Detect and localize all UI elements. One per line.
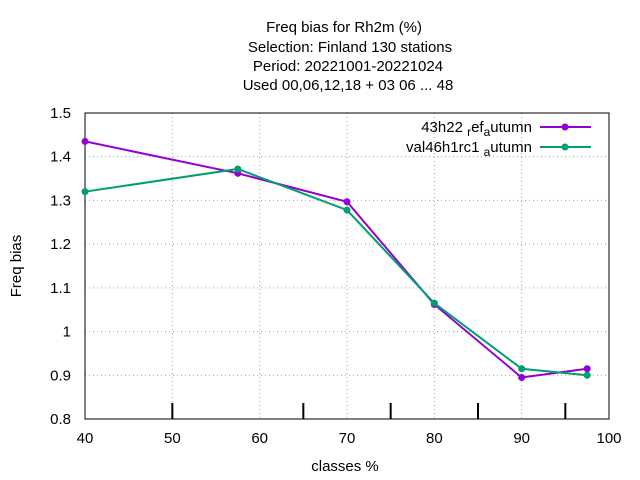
x-tick-label: 60: [251, 430, 268, 447]
x-axis-label: classes %: [311, 458, 379, 475]
x-major-ticks: [171, 403, 567, 419]
y-axis-label: Freq bias: [8, 235, 25, 298]
legend-marker-1: [561, 123, 569, 131]
x-tick-labels: 40 50 60 70 80 90 100: [77, 430, 622, 447]
series-2: [81, 165, 591, 379]
legend-marker-2: [561, 143, 569, 151]
series-layer: [81, 137, 591, 381]
series-line: [84, 140, 588, 379]
series-line: [84, 167, 588, 377]
title-line-2: Selection: Finland 130 stations: [248, 39, 452, 56]
title-line-4: Used 00,06,12,18 + 03 06 ... 48: [243, 77, 454, 94]
data-point: [583, 371, 591, 379]
y-tick-label: 0.8: [50, 411, 71, 428]
y-tick-label: 1.5: [50, 105, 71, 122]
y-tick-label: 1: [63, 324, 71, 341]
legend-entry-2: val46h1rc1 autumn: [406, 139, 591, 159]
x-tick-label: 40: [77, 430, 94, 447]
data-point: [343, 206, 351, 214]
series-1: [81, 137, 591, 381]
x-tick-label: 80: [426, 430, 443, 447]
data-point: [81, 137, 89, 145]
data-point: [583, 365, 591, 373]
legend: 43h22 refautumn val46h1rc1 autumn: [406, 119, 591, 159]
legend-entry-1: 43h22 refautumn: [421, 119, 591, 139]
data-point: [430, 299, 438, 307]
x-tick-label: 50: [164, 430, 181, 447]
data-point: [518, 365, 526, 373]
data-point: [234, 165, 242, 173]
y-tick-labels: 0.8 0.9 1 1.1 1.2 1.3 1.4 1.5: [50, 105, 71, 428]
legend-label-1: 43h22 refautumn: [421, 119, 532, 139]
x-tick-label: 70: [339, 430, 356, 447]
y-tick-label: 1.4: [50, 149, 71, 166]
y-tick-label: 1.3: [50, 192, 71, 209]
plot-border: [84, 112, 610, 420]
title-line-3: Period: 20221001-20221024: [253, 58, 443, 75]
data-point: [343, 198, 351, 206]
title-line-1: Freq bias for Rh2m (%): [266, 19, 422, 36]
grid: [85, 113, 609, 419]
y-tick-label: 1.1: [50, 280, 71, 297]
y-tick-label: 1.2: [50, 236, 71, 253]
chart-title: Freq bias for Rh2m (%) Selection: Finlan…: [243, 19, 454, 94]
x-tick-label: 90: [513, 430, 530, 447]
data-point: [81, 188, 89, 196]
x-tick-label: 100: [596, 430, 621, 447]
y-tick-label: 0.9: [50, 367, 71, 384]
legend-label-2: val46h1rc1 autumn: [406, 139, 532, 159]
data-point: [518, 373, 526, 381]
